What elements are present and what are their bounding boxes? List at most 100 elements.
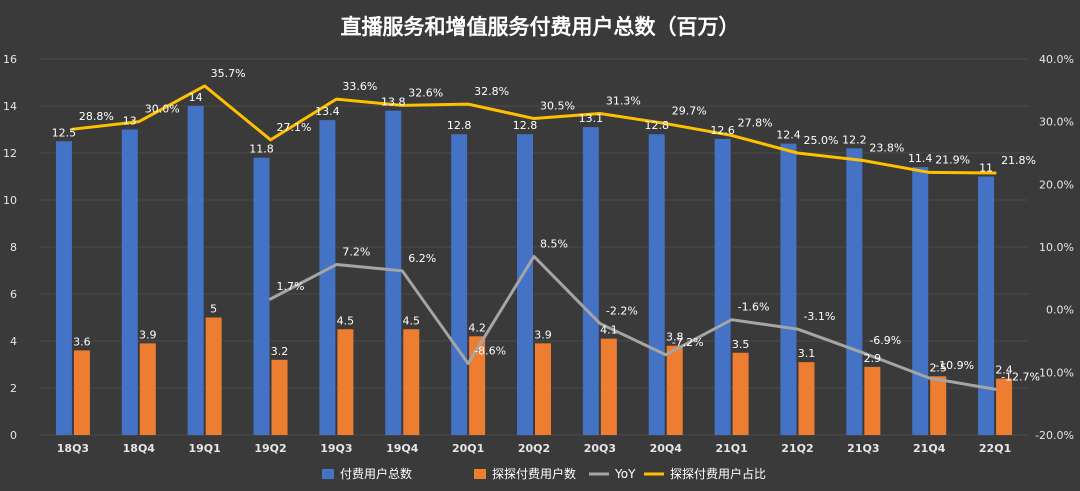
- right-axis: -20.0% -10.0% 0.0% 10.0% 20.0% 30.0% 40.0%: [1035, 53, 1074, 442]
- bar-total-label: 13: [123, 115, 137, 128]
- bar-total-label: 11: [979, 162, 993, 175]
- legend-swatch: [474, 469, 486, 479]
- legend-label: YoY: [614, 467, 636, 481]
- series-line-tantan-share: [71, 84, 997, 175]
- yoy-point-label: 6.2%: [408, 252, 436, 265]
- bar-total-users: [978, 176, 995, 435]
- share-point-label: 30.5%: [540, 100, 575, 113]
- bar-tantan-label: 4.5: [337, 314, 355, 327]
- bar-tantan-users: [930, 376, 947, 435]
- left-tick-label: 4: [10, 335, 17, 348]
- bar-tantan-users: [798, 362, 815, 435]
- bar-tantan-users: [337, 329, 354, 435]
- bar-total-users: [253, 157, 270, 435]
- lines-layer: [71, 84, 997, 391]
- x-tick-label: 18Q3: [57, 442, 89, 455]
- yoy-point-label: -3.1%: [803, 310, 835, 323]
- bar-tantan-users: [403, 329, 420, 435]
- share-point-label: 28.8%: [79, 110, 114, 123]
- yoy-point-label: -10.9%: [935, 359, 974, 372]
- x-tick-label: 19Q1: [189, 442, 221, 455]
- x-tick-label: 20Q2: [518, 442, 550, 455]
- left-tick-label: 12: [3, 147, 17, 160]
- bar-tantan-label: 3.9: [534, 328, 552, 341]
- share-point-label: 30.0%: [145, 103, 180, 116]
- bar-total-users: [714, 138, 731, 435]
- legend: 付费用户总数 探探付费用户数 YoY 探探付费用户占比: [322, 466, 766, 481]
- bar-tantan-users: [139, 343, 156, 435]
- x-tick-label: 19Q2: [254, 442, 286, 455]
- bar-total-users: [319, 120, 336, 435]
- share-point-label: 25.0%: [803, 134, 838, 147]
- yoy-point-label: -1.6%: [738, 301, 770, 314]
- x-tick-label: 21Q1: [715, 442, 747, 455]
- grid-layer: [40, 58, 1028, 436]
- left-axis: 0 2 4 6 8 10 12 14 16: [3, 53, 17, 442]
- chart-title: 直播服务和增值服务付费用户总数（百万）: [341, 15, 740, 39]
- bar-total-users: [912, 167, 929, 435]
- bar-tantan-users: [666, 345, 683, 435]
- left-tick-label: 0: [10, 429, 17, 442]
- bar-tantan-users: [205, 317, 222, 435]
- x-tick-label: 19Q4: [386, 442, 419, 455]
- bar-tantan-users: [535, 343, 551, 435]
- x-tick-label: 22Q1: [979, 442, 1011, 455]
- bar-total-label: 12.5: [52, 126, 77, 139]
- bar-total-users: [121, 129, 138, 435]
- bar-total-users: [582, 127, 599, 436]
- bar-total-label: 13.1: [579, 112, 604, 125]
- bar-total-users: [451, 134, 468, 435]
- bar-tantan-users: [73, 350, 90, 435]
- share-point-label: 23.8%: [869, 142, 904, 155]
- bars-layer: [55, 106, 1013, 436]
- bar-tantan-label: 2.5: [929, 361, 947, 374]
- share-point-label: 21.8%: [1001, 154, 1036, 167]
- bar-total-users: [648, 134, 665, 435]
- bar-total-users: [780, 143, 797, 435]
- yoy-point-label: -2.2%: [606, 304, 638, 317]
- share-point-label: 21.9%: [935, 153, 970, 166]
- x-tick-label: 20Q3: [584, 442, 616, 455]
- left-tick-label: 8: [10, 241, 17, 254]
- left-tick-label: 2: [10, 382, 17, 395]
- x-tick-label: 21Q4: [913, 442, 946, 455]
- left-tick-label: 6: [10, 288, 17, 301]
- bar-tantan-label: 3.8: [666, 331, 684, 344]
- legend-swatch: [322, 469, 334, 479]
- right-tick-label: -10.0%: [1035, 366, 1074, 379]
- left-tick-label: 14: [3, 100, 17, 113]
- bar-tantan-label: 4.5: [403, 314, 421, 327]
- bar-total-label: 13.4: [315, 105, 340, 118]
- share-point-label: 29.7%: [672, 105, 707, 118]
- bar-total-label: 13.8: [381, 96, 406, 109]
- bar-total-label: 12.8: [644, 119, 669, 132]
- share-point-label: 33.6%: [342, 80, 377, 93]
- bar-total-label: 11.4: [908, 152, 933, 165]
- bar-tantan-users: [864, 366, 881, 435]
- bar-total-label: 12.2: [842, 133, 867, 146]
- yoy-point-label: 1.7%: [277, 280, 305, 293]
- right-tick-label: 30.0%: [1039, 116, 1074, 129]
- bar-tantan-label: 5: [210, 303, 217, 316]
- yoy-point-label: 8.5%: [540, 237, 568, 250]
- bar-tantan-label: 3.5: [732, 338, 750, 351]
- bar-total-users: [55, 141, 72, 435]
- x-axis: 18Q3 18Q4 19Q1 19Q2 19Q3 19Q4 20Q1 20Q2 20Q3 20Q4…: [57, 442, 1011, 455]
- bar-total-users: [385, 110, 402, 435]
- bar-tantan-label: 4.1: [600, 324, 618, 337]
- bar-total-label: 11.8: [249, 143, 274, 156]
- right-tick-label: -20.0%: [1035, 429, 1074, 442]
- share-point-label: 32.6%: [408, 86, 443, 99]
- bar-total-users: [187, 106, 204, 435]
- share-point-label: 27.8%: [738, 116, 773, 129]
- bar-tantan-label: 3.6: [73, 335, 91, 348]
- series-line-yoy: [269, 254, 997, 391]
- share-point-label: 31.3%: [606, 95, 641, 108]
- bar-tantan-label: 3.1: [798, 347, 816, 360]
- yoy-point-label: -7.2%: [672, 336, 704, 349]
- bar-tantan-users: [271, 359, 288, 435]
- x-tick-label: 20Q4: [650, 442, 683, 455]
- x-tick-label: 18Q4: [123, 442, 156, 455]
